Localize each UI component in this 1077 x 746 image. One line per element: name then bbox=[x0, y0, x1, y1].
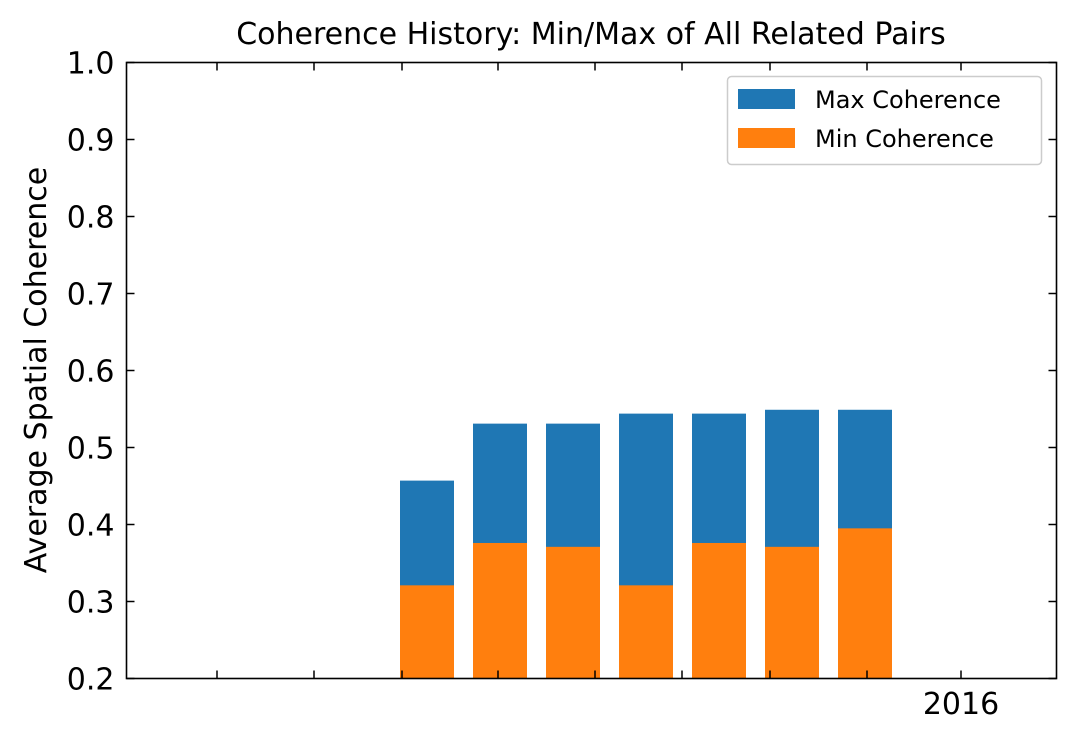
legend-swatch-max bbox=[738, 89, 795, 109]
bar-min-1 bbox=[473, 542, 527, 679]
bar-min-2 bbox=[546, 546, 600, 679]
ticks-group: 0.2 0.3 0.4 0.5 0.6 0.7 0.8 0.9 1.0 2016 bbox=[67, 47, 1057, 722]
bar-min-4 bbox=[692, 542, 746, 679]
y-tick-label: 0.8 bbox=[67, 201, 115, 236]
legend-swatch-min bbox=[738, 128, 795, 148]
bar-min-0 bbox=[400, 585, 454, 679]
y-axis-label: Average Spatial Coherence bbox=[19, 167, 54, 573]
bar-min-5 bbox=[765, 546, 819, 679]
legend-label-min: Min Coherence bbox=[815, 125, 994, 153]
y-tick-label: 0.4 bbox=[67, 509, 115, 544]
x-tick-label: 2016 bbox=[923, 687, 999, 722]
legend-box bbox=[726, 75, 1043, 166]
y-tick-label: 0.3 bbox=[67, 586, 115, 621]
y-tick-label: 0.5 bbox=[67, 432, 115, 467]
bar-min-3 bbox=[619, 585, 673, 679]
y-tick-label: 0.6 bbox=[67, 355, 115, 390]
y-tick-label: 0.7 bbox=[67, 278, 115, 313]
y-tick-label: 0.9 bbox=[67, 124, 115, 159]
y-tick-label: 0.2 bbox=[67, 663, 115, 698]
bars-group bbox=[400, 409, 892, 679]
y-tick-label: 1.0 bbox=[67, 47, 115, 82]
legend: Max Coherence Min Coherence bbox=[726, 75, 1043, 166]
plot-frame bbox=[125, 61, 1058, 680]
legend-label-max: Max Coherence bbox=[815, 86, 1001, 114]
chart-title: Coherence History: Min/Max of All Relate… bbox=[236, 17, 946, 52]
bar-min-6 bbox=[838, 528, 892, 679]
